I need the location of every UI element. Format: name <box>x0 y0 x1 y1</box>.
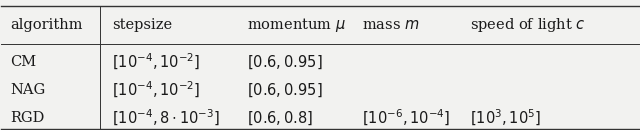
Text: stepsize: stepsize <box>113 18 173 32</box>
Text: $[0.6, 0.8]$: $[0.6, 0.8]$ <box>246 110 312 127</box>
Text: $[10^{3}, 10^{5}]$: $[10^{3}, 10^{5}]$ <box>470 108 541 128</box>
Text: mass $m$: mass $m$ <box>362 18 419 32</box>
Text: $[10^{-6}, 10^{-4}]$: $[10^{-6}, 10^{-4}]$ <box>362 108 450 128</box>
Text: $[10^{-4}, 8 \cdot 10^{-3}]$: $[10^{-4}, 8 \cdot 10^{-3}]$ <box>113 108 220 128</box>
Text: $[10^{-4}, 10^{-2}]$: $[10^{-4}, 10^{-2}]$ <box>113 52 201 72</box>
Text: CM: CM <box>10 55 36 69</box>
Text: momentum $\mu$: momentum $\mu$ <box>246 16 346 34</box>
Text: $[0.6, 0.95]$: $[0.6, 0.95]$ <box>246 82 322 99</box>
Text: RGD: RGD <box>10 111 45 125</box>
Text: NAG: NAG <box>10 83 45 97</box>
Text: speed of light $c$: speed of light $c$ <box>470 16 586 34</box>
Text: $[0.6, 0.95]$: $[0.6, 0.95]$ <box>246 53 322 71</box>
Text: $[10^{-4}, 10^{-2}]$: $[10^{-4}, 10^{-2}]$ <box>113 80 201 100</box>
Text: algorithm: algorithm <box>10 18 83 32</box>
